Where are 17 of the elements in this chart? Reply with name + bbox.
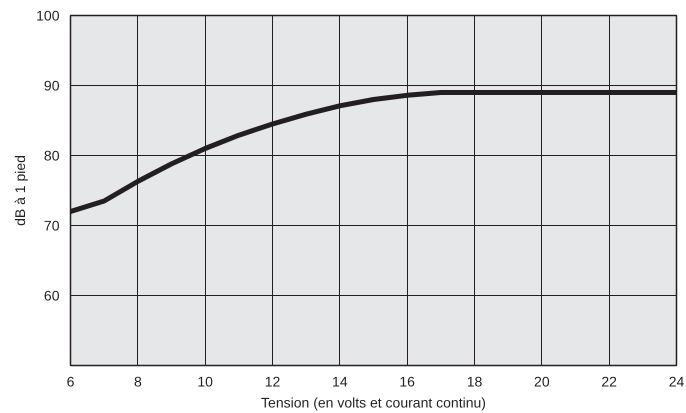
y-axis-title: dB à 1 pied: [12, 155, 28, 226]
y-tick-label: 90: [44, 78, 60, 94]
x-tick-label: 14: [332, 374, 348, 390]
x-tick-label: 18: [466, 374, 482, 390]
y-tick-label: 100: [36, 8, 60, 24]
x-tick-label: 20: [534, 374, 550, 390]
x-tick-label: 12: [264, 374, 280, 390]
x-tick-label: 10: [197, 374, 214, 390]
x-tick-label: 24: [668, 374, 684, 390]
x-tick-label: 8: [134, 374, 142, 390]
y-tick-label: 80: [44, 148, 60, 164]
y-tick-label: 60: [44, 288, 60, 304]
y-tick-label: 70: [44, 218, 60, 234]
x-tick-label: 6: [66, 374, 75, 390]
x-axis-title: Tension (en volts et courant continu): [261, 394, 486, 410]
x-tick-label: 16: [399, 374, 416, 390]
x-tick-label: 22: [601, 374, 618, 390]
